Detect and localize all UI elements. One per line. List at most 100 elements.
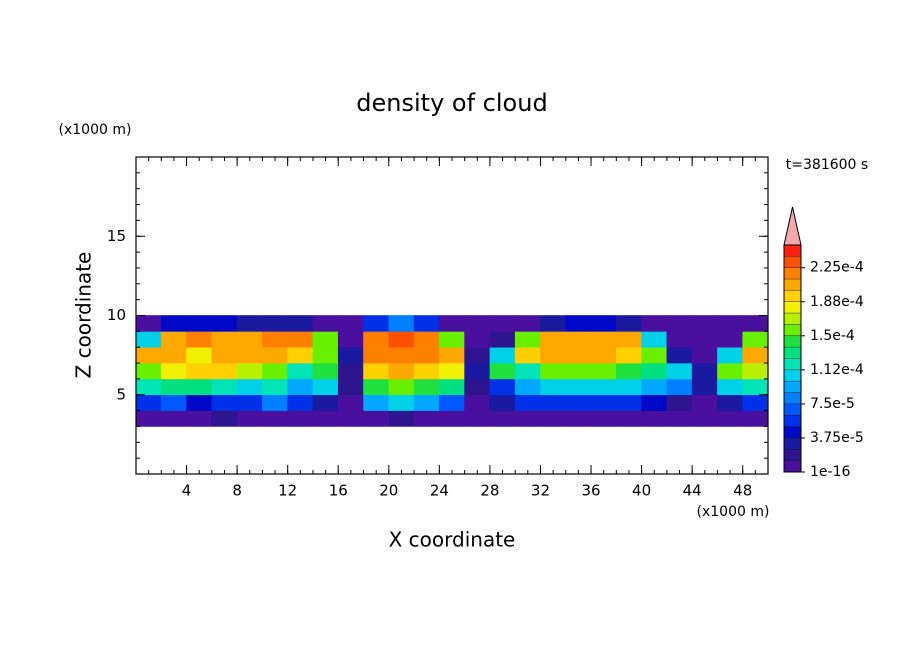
field-cell [489,346,516,364]
field-cell [439,378,465,396]
field-cell [186,331,213,348]
field-cell [666,315,693,332]
field-cell [312,315,339,332]
field-cell [312,410,339,427]
field-cell [742,394,768,411]
field-cell [413,394,440,411]
field-cell [211,394,238,411]
field-cell [287,362,314,380]
colorbar-band [784,381,801,393]
colorbar-tick-label: 2.25e-4 [810,260,864,276]
y-tick-label: 10 [107,306,126,324]
field-cell [312,362,339,380]
field-cell [236,331,263,348]
field-cell [388,378,415,396]
x-tick-label: 44 [683,482,702,500]
field-cell [287,315,314,332]
colorbar-band [784,460,801,472]
colorbar-tick-label: 3.75e-5 [810,430,864,446]
field-cell [666,410,693,427]
field-cell [540,362,567,380]
field-cell [262,378,288,396]
chart-title: density of cloud [356,89,547,117]
colorbar-band [784,437,801,450]
colorbar-tick-label: 1.12e-4 [810,362,864,378]
field-cell [717,362,744,380]
colorbar-band [784,335,801,348]
field-cell [186,346,213,364]
field-cell [742,378,768,396]
field-cell [691,315,718,332]
x-tick-label: 8 [232,482,242,500]
field [136,315,768,427]
field-cell [388,410,415,427]
y-unit: (x1000 m) [59,122,132,138]
x-tick-label: 32 [531,482,550,500]
colorbar-band [784,256,801,268]
field-cell [312,378,339,396]
field-cell [666,331,693,348]
field-cell [616,346,642,364]
colorbar-band [784,347,801,359]
field-cell [742,346,768,364]
field-cell [287,410,314,427]
field-cell [388,346,415,364]
field-cell [236,394,263,411]
field-cell [337,346,364,364]
field-cell [717,378,744,396]
field-cell [363,410,390,427]
field-cell [616,410,642,427]
field-cell [236,410,263,427]
field-cell [363,394,390,411]
field-cell [337,378,364,396]
field-cell [641,331,668,348]
y-axis-label: Z coordinate [72,252,96,379]
field-cell [262,331,288,348]
field-cell [186,394,213,411]
field-cell [666,378,693,396]
x-unit: (x1000 m) [697,504,770,520]
field-cell [565,394,592,411]
field-cell [262,362,288,380]
x-tick-label: 28 [480,482,499,500]
colorbar-band [784,290,801,302]
colorbar-band [784,426,801,438]
field-cell [514,362,541,380]
field-cell [439,410,465,427]
field-cell [514,410,541,427]
field-cell [565,410,592,427]
field-cell [590,394,617,411]
field-cell [742,315,768,332]
colorbar-band [784,324,801,336]
field-cell [312,331,339,348]
field-cell [186,362,213,380]
field-cell [717,394,744,411]
colorbar-band [784,392,801,404]
field-cell [616,362,642,380]
field-cell [211,410,238,427]
field-cell [211,315,238,332]
field-cell [439,331,465,348]
field-cell [136,346,162,364]
field-cell [464,315,491,332]
field-cell [160,315,187,332]
field-cell [363,378,390,396]
field-cell [590,362,617,380]
field-cell [464,394,491,411]
field-cell [540,346,567,364]
field-cell [565,378,592,396]
field-cell [388,362,415,380]
y-tick-label: 15 [107,227,126,245]
field-cell [287,394,314,411]
field-cell [641,362,668,380]
x-tick-label: 40 [632,482,651,500]
colorbar-band [784,301,801,314]
field-cell [262,394,288,411]
field-cell [136,394,162,411]
field-cell [160,378,187,396]
field-cell [262,346,288,364]
field-cell [742,362,768,380]
field-cell [464,362,491,380]
field-cell [489,394,516,411]
field-cell [616,378,642,396]
